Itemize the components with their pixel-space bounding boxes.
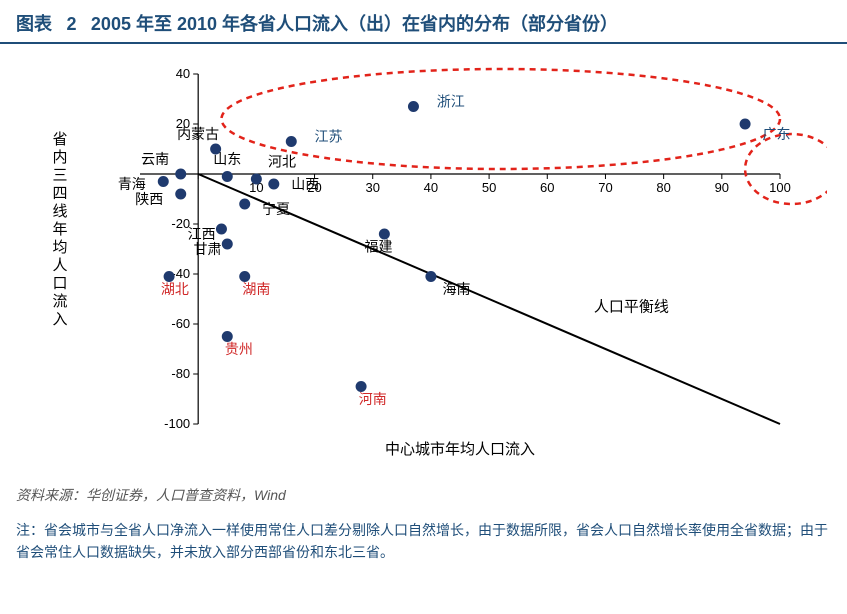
chart-header: 图表 2 2005 年至 2010 年各省人口流入（出）在省内的分布（部分省份） [0, 0, 847, 44]
y-tick-label: -100 [164, 416, 190, 431]
data-point [239, 199, 250, 210]
y-axis-title-char: 均 [52, 239, 67, 256]
chart-svg: 102030405060708090100-100-80-60-40-20204… [20, 54, 827, 474]
point-label: 云南 [141, 151, 169, 167]
data-point [251, 174, 262, 185]
y-tick-label: 40 [176, 66, 190, 81]
x-tick-label: 60 [540, 180, 554, 195]
point-label: 山西 [291, 176, 319, 192]
data-point [222, 239, 233, 250]
y-tick-label: -80 [171, 366, 190, 381]
header-prefix: 图表 [16, 14, 52, 34]
point-label: 福建 [365, 239, 393, 255]
highlight-ellipse [221, 69, 780, 169]
data-point [158, 176, 169, 187]
data-point [408, 101, 419, 112]
point-label: 浙江 [437, 94, 465, 110]
header-number: 2 [56, 14, 86, 34]
point-label: 江苏 [315, 129, 343, 145]
data-point [222, 171, 233, 182]
point-label: 海南 [443, 281, 471, 297]
x-axis-title: 中心城市年均人口流入 [385, 441, 535, 458]
point-label: 陕西 [135, 191, 163, 207]
y-axis-title-char: 年 [52, 221, 67, 238]
y-axis-title-char: 线 [52, 203, 67, 220]
x-tick-label: 50 [482, 180, 496, 195]
header-title: 2005 年至 2010 年各省人口流入（出）在省内的分布（部分省份） [91, 14, 618, 34]
point-label: 广东 [763, 126, 791, 142]
y-axis-title-char: 口 [52, 275, 67, 292]
data-point [268, 179, 279, 190]
point-label: 贵州 [225, 341, 253, 357]
note-prefix: 注： [16, 522, 44, 538]
y-axis-title-char: 三 [52, 167, 67, 184]
y-tick-label: -40 [171, 266, 190, 281]
y-axis-title-char: 入 [52, 311, 67, 328]
data-point [286, 136, 297, 147]
point-label: 湖南 [242, 281, 270, 297]
data-point [425, 271, 436, 282]
point-label: 湖北 [161, 281, 189, 297]
note-line: 注：省会城市与全省人口净流入一样使用常住人口差分剔除人口自然增长，由于数据所限，… [0, 505, 847, 564]
data-point [175, 189, 186, 200]
point-label: 河南 [359, 391, 387, 407]
note-text: 省会城市与全省人口净流入一样使用常住人口差分剔除人口自然增长，由于数据所限，省会… [16, 522, 828, 560]
data-point [175, 169, 186, 180]
y-tick-label: -60 [171, 316, 190, 331]
y-axis-title-char: 省 [52, 131, 67, 148]
data-point [740, 119, 751, 130]
point-label: 山东 [213, 151, 241, 167]
point-label: 青海 [118, 176, 146, 192]
source-prefix: 资料来源： [16, 487, 86, 503]
y-axis-title-char: 内 [52, 149, 67, 166]
x-tick-label: 70 [598, 180, 612, 195]
x-tick-label: 100 [769, 180, 791, 195]
point-label: 内蒙古 [177, 126, 219, 142]
point-label: 甘肃 [193, 241, 221, 257]
x-tick-label: 80 [656, 180, 670, 195]
x-tick-label: 30 [365, 180, 379, 195]
y-axis-title-char: 流 [52, 293, 67, 310]
y-axis-title-char: 人 [52, 257, 67, 274]
x-tick-label: 90 [715, 180, 729, 195]
scatter-chart: 102030405060708090100-100-80-60-40-20204… [20, 54, 827, 479]
point-label: 江西 [188, 226, 216, 242]
source-line: 资料来源：华创证券，人口普查资料，Wind [0, 479, 847, 505]
data-point [216, 224, 227, 235]
x-tick-label: 40 [424, 180, 438, 195]
balance-line-label: 人口平衡线 [594, 299, 669, 316]
source-text: 华创证券，人口普查资料，Wind [86, 487, 286, 503]
y-axis-title-char: 四 [52, 185, 67, 202]
point-label: 宁夏 [262, 201, 290, 217]
point-label: 河北 [268, 154, 296, 170]
